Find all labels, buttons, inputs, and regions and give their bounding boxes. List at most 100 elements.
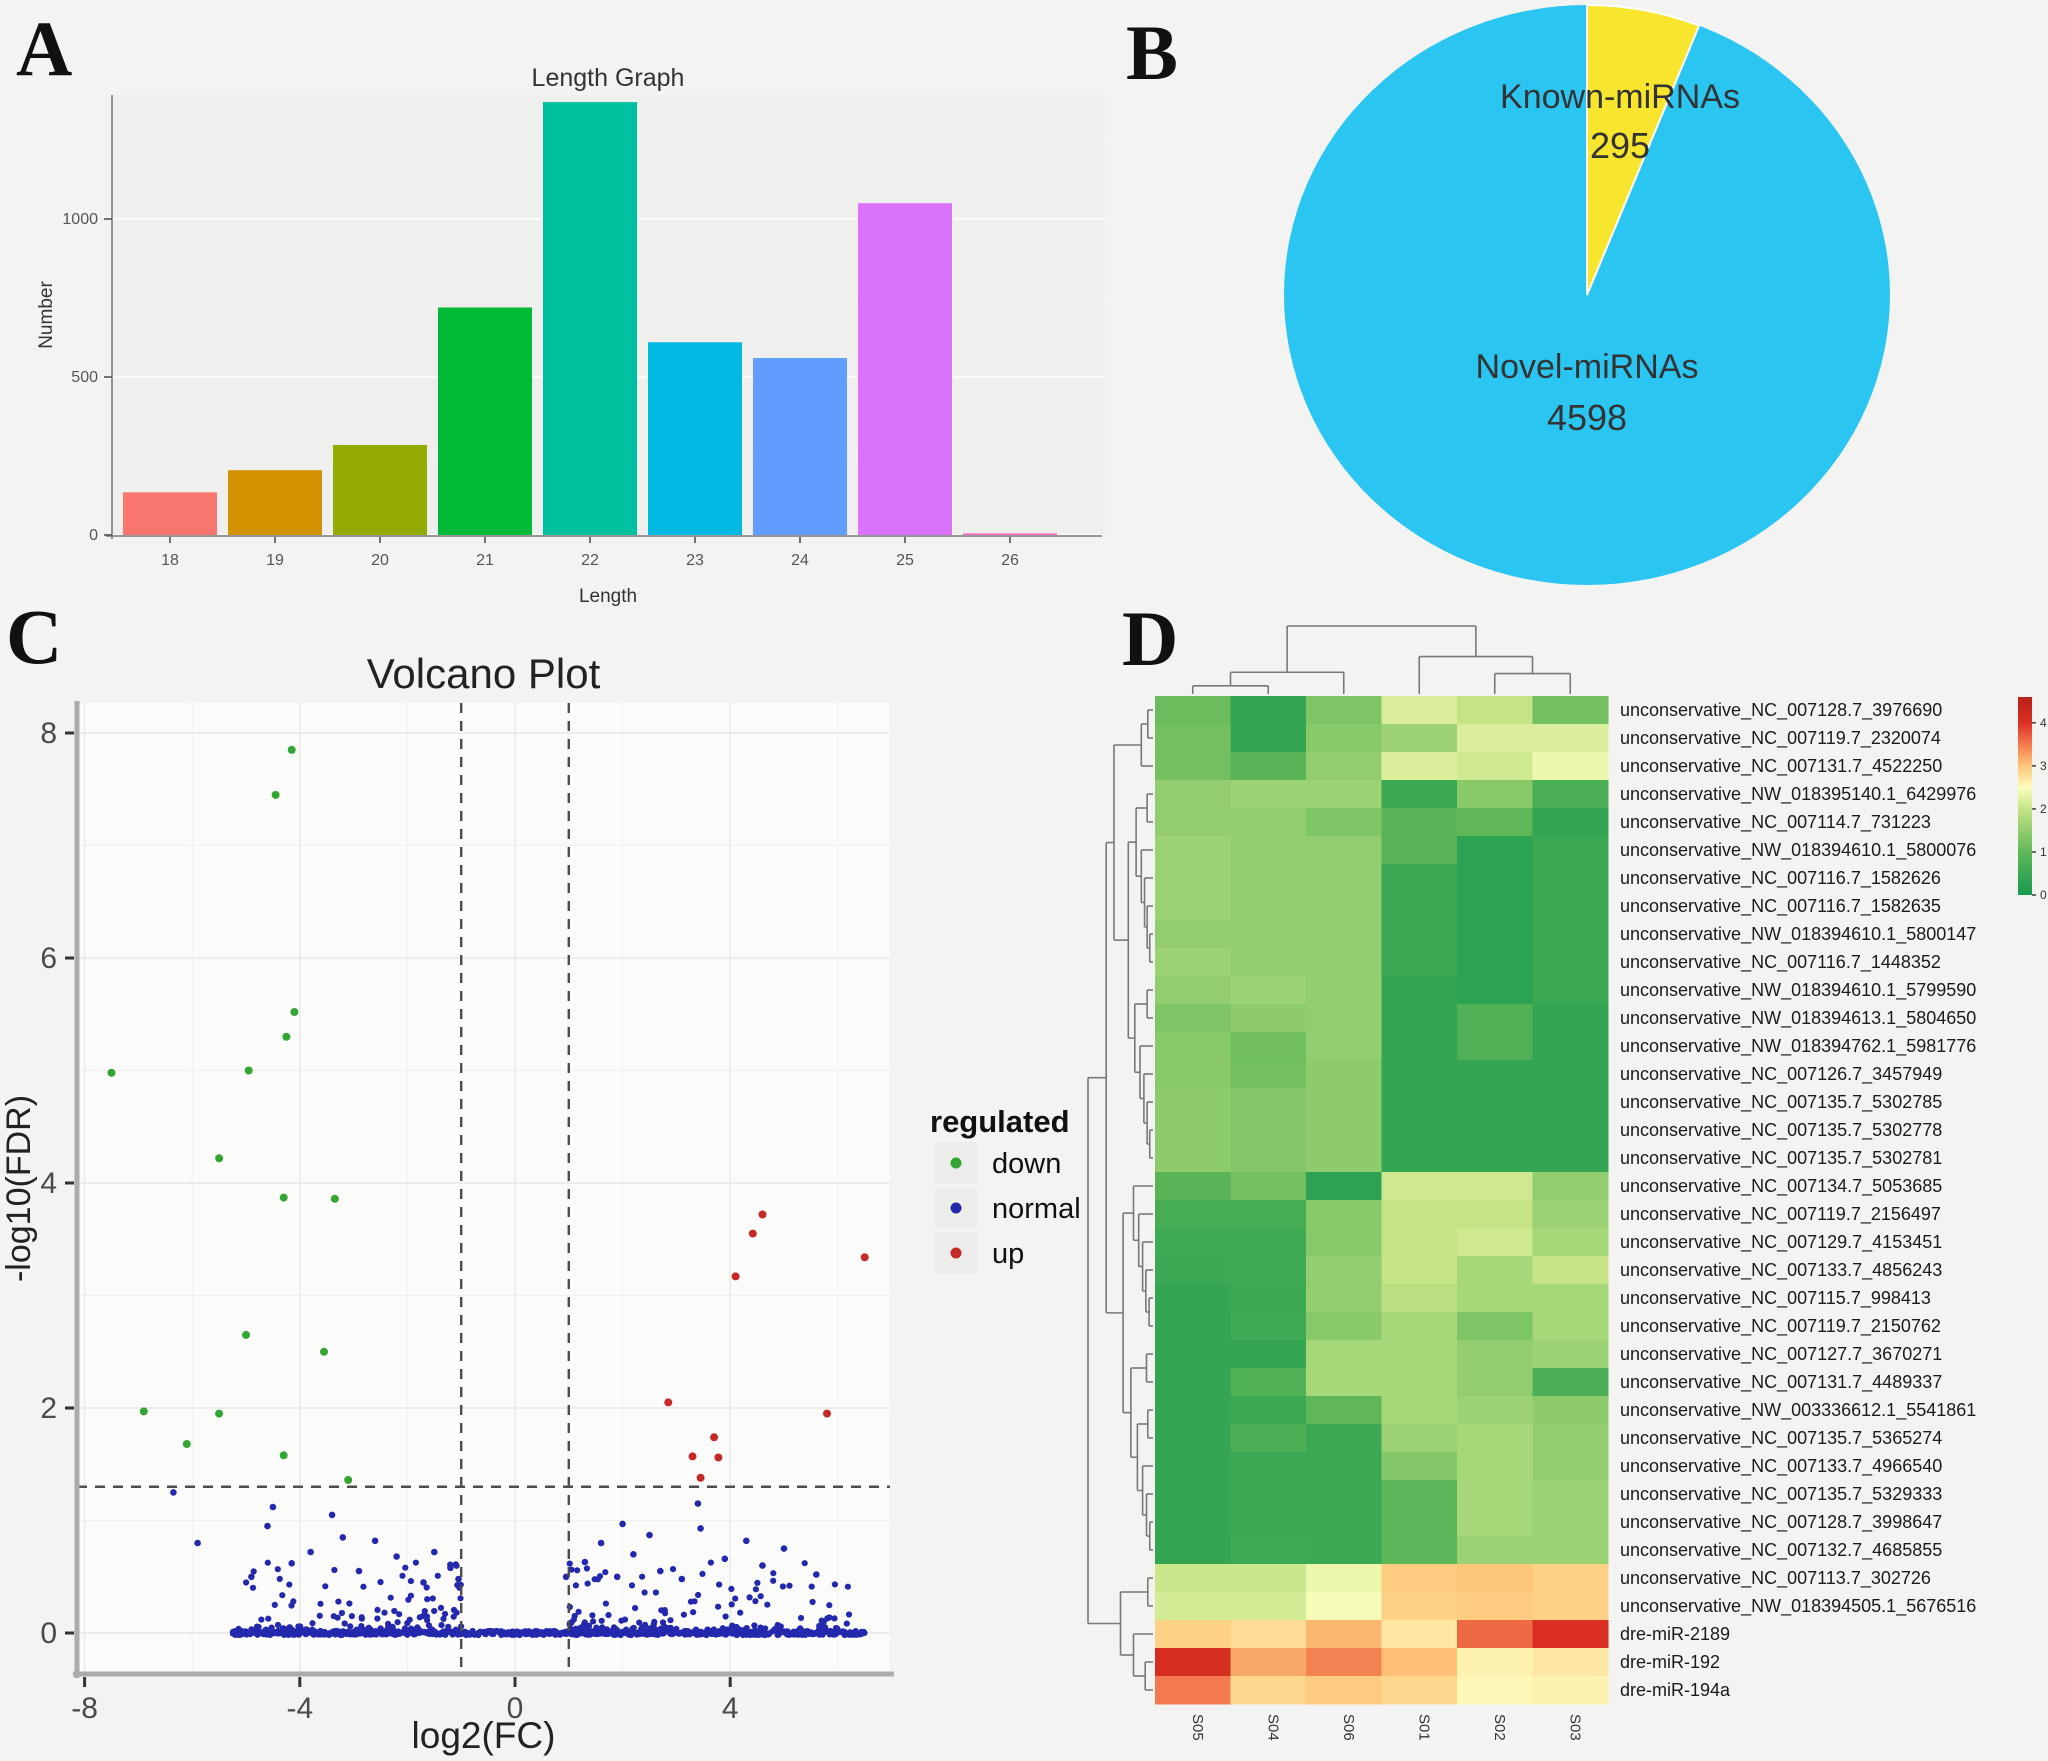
heatmap-cell [1155,1060,1231,1089]
heatmap-cell [1155,780,1231,809]
heatmap-cell [1306,1368,1382,1397]
volcano-point-normal [508,1631,515,1638]
heatmap-cell [1532,948,1609,977]
heatmap-cell [1381,1452,1458,1481]
heatmap-cell [1230,1004,1307,1033]
heatmap-cell [1306,1256,1382,1285]
heatmap-cell [1457,752,1533,781]
volcano-point-normal [331,1566,338,1574]
volcano-point-down [107,1068,116,1077]
volcano-point-normal [853,1631,860,1638]
panel-a-bar-chart: 18 19 20 21 22 23 24 25 26 0 500 1000 Length Graph Le… [36,64,1105,607]
heatmap-cell [1381,1144,1458,1173]
x-tick-label: -8 [71,1692,98,1725]
volcano-point-normal [593,1624,600,1631]
volcano-point-normal [741,1626,749,1633]
heatmap-cell [1155,1620,1231,1649]
heatmap-cell [1306,752,1382,781]
heatmap-cell [1230,1200,1307,1229]
volcano-point-normal [684,1628,691,1635]
legend-title: regulated [930,1104,1070,1139]
legend-key-dot [950,1202,962,1214]
volcano-point-normal [424,1596,431,1603]
volcano-point-normal [374,1606,381,1613]
volcano-point-normal [309,1620,316,1627]
volcano-point-normal [276,1575,283,1582]
y-tick-label: 2 [40,1392,57,1425]
heatmap-cell [1155,948,1231,977]
volcano-point-normal [341,1620,348,1627]
heatmap-cell [1230,1256,1307,1285]
heatmap-cell [1532,1648,1609,1677]
heatmap-row-label: unconservative_NC_007134.7_5053685 [1620,1176,1942,1197]
x-tick-label: 21 [476,552,494,569]
panel-b-pie-chart: Known-miRNAs 295 Novel-miRNAs 4598 [1284,3,1890,585]
volcano-point-normal [751,1622,758,1629]
volcano-point-normal [728,1585,735,1592]
heatmap-cell [1381,724,1458,753]
volcano-point-normal [366,1631,373,1638]
volcano-point-normal [657,1567,664,1575]
volcano-point-normal [770,1570,777,1577]
y-tick-label: 1000 [62,211,98,228]
heatmap-row-label: unconservative_NC_007135.7_5302778 [1620,1120,1942,1141]
heatmap-row-label: unconservative_NC_007132.7_4685855 [1620,1540,1942,1561]
heatmap-cell [1532,1032,1609,1061]
volcano-point-normal [697,1525,704,1532]
heatmap-cell [1306,1116,1382,1145]
heatmap-row-label: unconservative_NC_007135.7_5302785 [1620,1092,1942,1113]
heatmap-cell [1155,1200,1231,1229]
heatmap-cell [1155,724,1231,753]
heatmap-cell [1306,1340,1382,1369]
volcano-point-normal [724,1626,731,1633]
heatmap-cell [1381,1536,1458,1565]
panel-b-letter: B [1126,9,1179,96]
heatmap-cell [1230,948,1307,977]
heatmap-cell [1457,1172,1533,1201]
heatmap-cell [1230,1620,1307,1649]
volcano-point-normal [402,1564,409,1571]
volcano-point-normal [585,1622,593,1629]
heatmap-row-label: unconservative_NC_007116.7_1582635 [1620,896,1941,917]
heatmap-cell [1457,1144,1533,1173]
volcano-point-normal [581,1558,589,1566]
volcano-point-normal [636,1619,643,1626]
x-tick-label: 23 [686,552,704,569]
volcano-point-normal [373,1631,380,1638]
y-axis-title: -log10(FDR) [0,1095,38,1282]
heatmap-row-label: dre-miR-194a [1620,1680,1731,1700]
volcano-point-down [279,1193,288,1202]
heatmap-cell [1230,1676,1307,1705]
volcano-point-up [664,1398,673,1407]
volcano-point-normal [759,1562,766,1569]
heatmap-row-label: unconservative_NC_007135.7_5302781 [1620,1148,1942,1169]
volcano-point-normal [825,1628,832,1635]
volcano-point-normal [779,1583,787,1590]
heatmap-cell [1155,1452,1231,1481]
y-tick-label: 8 [40,717,57,750]
volcano-point-normal [590,1618,597,1625]
volcano-point-normal [794,1631,802,1638]
volcano-point-normal [820,1618,827,1625]
heatmap-cell [1155,1536,1231,1565]
heatmap-col-label: S06 [1340,1714,1357,1741]
heatmap-cell [1230,1284,1307,1313]
heatmap-cell [1532,696,1609,725]
volcano-point-normal [752,1598,759,1605]
volcano-point-normal [415,1626,422,1633]
heatmap-cell [1457,696,1533,725]
volcano-point-up [758,1210,767,1219]
heatmap-row-label: unconservative_NC_007115.7_998413 [1620,1288,1931,1309]
volcano-point-down [287,745,296,754]
volcano-point-normal [248,1626,255,1633]
volcano-point-normal [638,1626,645,1633]
volcano-point-normal [447,1564,454,1572]
volcano-point-normal [669,1631,676,1638]
volcano-point-normal [262,1626,269,1633]
heatmap-cell [1457,1228,1533,1257]
heatmap-cell [1306,1648,1382,1677]
volcano-point-normal [691,1598,698,1605]
volcano-point-normal [603,1626,611,1633]
heatmap-row-label: unconservative_NW_018394610.1_5799590 [1620,980,1976,1001]
heatmap-cell [1381,1368,1458,1397]
